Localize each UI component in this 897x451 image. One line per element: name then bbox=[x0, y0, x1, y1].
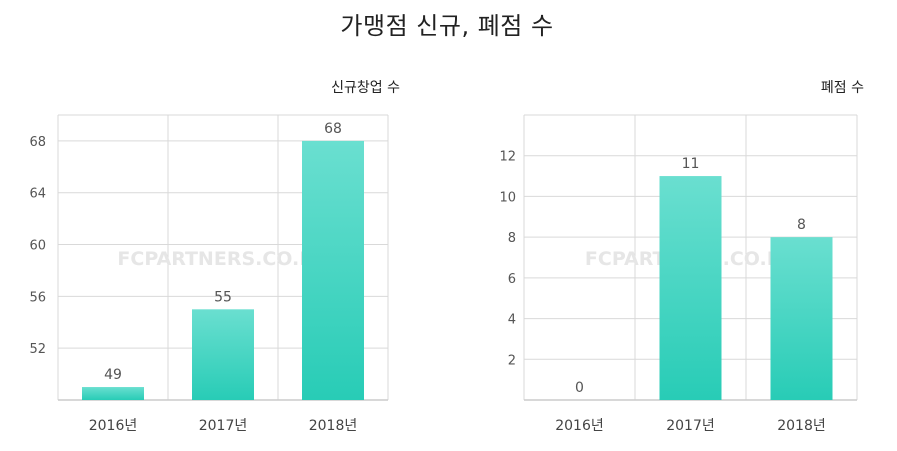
bar bbox=[770, 237, 833, 400]
y-axis-label: 신규창업 수 bbox=[331, 80, 400, 96]
bar-value-label: 8 bbox=[797, 217, 806, 233]
y-tick-label: 4 bbox=[508, 313, 516, 328]
x-tick-label: 2017년 bbox=[666, 418, 715, 434]
bar-value-label: 0 bbox=[575, 380, 584, 396]
x-tick-label: 2018년 bbox=[309, 418, 358, 434]
bar bbox=[659, 176, 722, 400]
y-tick-label: 52 bbox=[29, 342, 46, 357]
bar-value-label: 11 bbox=[682, 156, 700, 172]
y-tick-label: 68 bbox=[29, 135, 46, 150]
x-tick-label: 2016년 bbox=[89, 418, 138, 434]
bar bbox=[302, 140, 364, 400]
x-tick-label: 2017년 bbox=[199, 418, 248, 434]
y-tick-label: 6 bbox=[508, 272, 516, 287]
x-tick-label: 2018년 bbox=[777, 418, 826, 434]
y-tick-label: 60 bbox=[29, 239, 46, 254]
x-tick-label: 2016년 bbox=[555, 418, 604, 434]
y-tick-label: 56 bbox=[29, 290, 46, 305]
bar bbox=[192, 309, 254, 400]
y-tick-label: 2 bbox=[508, 353, 516, 368]
y-tick-label: 10 bbox=[499, 190, 516, 205]
y-axis-label: 폐점 수 bbox=[821, 80, 864, 96]
chart-new-openings: 52 56 60 64 68 FCPARTNERS.CO.KR 49 2016년 55 2017년… bbox=[29, 80, 400, 434]
page-title: 가맹점 신규, 폐점 수 bbox=[340, 12, 554, 40]
bar-value-label: 68 bbox=[324, 121, 342, 137]
bar-value-label: 55 bbox=[214, 289, 232, 305]
y-tick-label: 8 bbox=[508, 231, 516, 246]
bar-value-label: 49 bbox=[104, 367, 122, 383]
bar bbox=[82, 387, 144, 400]
watermark: FCPARTNERS.CO.KR bbox=[117, 248, 329, 270]
y-tick-label: 64 bbox=[29, 187, 46, 202]
y-tick-label: 12 bbox=[499, 150, 516, 165]
